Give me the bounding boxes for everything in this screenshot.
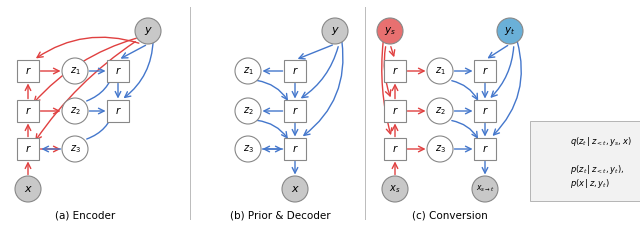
Text: (b) Prior & Decoder: (b) Prior & Decoder <box>230 211 330 221</box>
Text: $\mathit{r}$: $\mathit{r}$ <box>292 106 298 116</box>
Bar <box>474 60 496 82</box>
Text: $z_{3}$: $z_{3}$ <box>243 143 253 155</box>
Text: $\mathit{r}$: $\mathit{r}$ <box>24 143 31 155</box>
Text: $z_{1}$: $z_{1}$ <box>435 65 445 77</box>
Bar <box>17 60 39 82</box>
Circle shape <box>427 98 453 124</box>
Circle shape <box>497 18 523 44</box>
Text: $z_{3}$: $z_{3}$ <box>435 143 445 155</box>
Circle shape <box>62 58 88 84</box>
Bar <box>107 100 129 122</box>
Text: $p(x\,|\,z,y_t)$: $p(x\,|\,z,y_t)$ <box>570 176 610 189</box>
Text: $\mathit{r}$: $\mathit{r}$ <box>24 66 31 76</box>
Bar <box>384 60 406 82</box>
Text: $\mathit{x}$: $\mathit{x}$ <box>24 184 33 194</box>
Circle shape <box>235 98 261 124</box>
Bar <box>474 100 496 122</box>
Text: $x_{s}$: $x_{s}$ <box>389 183 401 195</box>
Circle shape <box>427 58 453 84</box>
Text: $\mathit{r}$: $\mathit{r}$ <box>392 106 398 116</box>
Circle shape <box>472 176 498 202</box>
Text: $z_{2}$: $z_{2}$ <box>435 105 445 117</box>
Text: $z_{1}$: $z_{1}$ <box>243 65 253 77</box>
Bar <box>284 100 306 122</box>
Bar <box>284 138 306 160</box>
Text: $x_{s\to t}$: $x_{s\to t}$ <box>476 184 494 194</box>
Text: $z_{2}$: $z_{2}$ <box>243 105 253 117</box>
Text: $z_{1}$: $z_{1}$ <box>70 65 81 77</box>
Text: $\mathit{r}$: $\mathit{r}$ <box>292 143 298 155</box>
Circle shape <box>135 18 161 44</box>
Text: $\mathit{r}$: $\mathit{r}$ <box>392 143 398 155</box>
Text: $z_{3}$: $z_{3}$ <box>70 143 81 155</box>
Text: $\mathit{r}$: $\mathit{r}$ <box>292 66 298 76</box>
Text: $\mathit{r}$: $\mathit{r}$ <box>115 106 122 116</box>
Text: $p(z_t\,|\,z_{<t},y_t),$: $p(z_t\,|\,z_{<t},y_t),$ <box>570 162 624 176</box>
Text: $q(z_t\,|\,z_{<t},y_s,x)$: $q(z_t\,|\,z_{<t},y_s,x)$ <box>570 134 632 148</box>
Bar <box>17 100 39 122</box>
Circle shape <box>62 98 88 124</box>
Bar <box>107 60 129 82</box>
Text: $\mathit{r}$: $\mathit{r}$ <box>24 106 31 116</box>
Circle shape <box>62 136 88 162</box>
Text: $y_{t}$: $y_{t}$ <box>504 25 516 37</box>
Bar <box>384 138 406 160</box>
Bar <box>530 121 640 201</box>
Circle shape <box>382 176 408 202</box>
Text: (a) Encoder: (a) Encoder <box>55 211 115 221</box>
Text: $\mathit{r}$: $\mathit{r}$ <box>392 66 398 76</box>
Text: $z_{2}$: $z_{2}$ <box>70 105 81 117</box>
Bar <box>284 60 306 82</box>
Text: $\mathit{y}$: $\mathit{y}$ <box>330 25 339 37</box>
Circle shape <box>427 136 453 162</box>
Text: $\mathit{r}$: $\mathit{r}$ <box>482 66 488 76</box>
Circle shape <box>322 18 348 44</box>
Bar <box>17 138 39 160</box>
Circle shape <box>377 18 403 44</box>
Circle shape <box>235 58 261 84</box>
Text: $y_{s}$: $y_{s}$ <box>384 25 396 37</box>
Text: (c) Conversion: (c) Conversion <box>412 211 488 221</box>
Text: $\mathit{r}$: $\mathit{r}$ <box>482 106 488 116</box>
Bar <box>474 138 496 160</box>
Text: $\mathit{r}$: $\mathit{r}$ <box>115 66 122 76</box>
Text: $\mathit{r}$: $\mathit{r}$ <box>482 143 488 155</box>
Text: $\mathit{x}$: $\mathit{x}$ <box>291 184 300 194</box>
Circle shape <box>282 176 308 202</box>
Circle shape <box>15 176 41 202</box>
Text: $\mathit{y}$: $\mathit{y}$ <box>143 25 152 37</box>
Circle shape <box>235 136 261 162</box>
Bar <box>384 100 406 122</box>
